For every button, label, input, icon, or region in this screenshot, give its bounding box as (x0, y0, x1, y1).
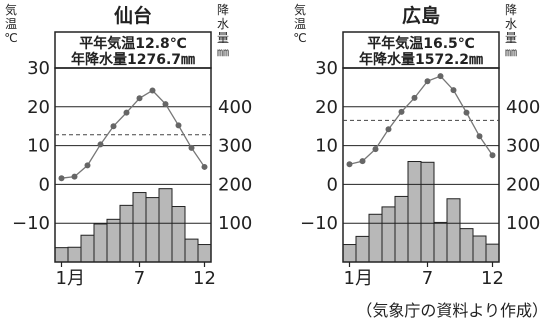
temperature-point-8 (437, 73, 444, 80)
temperature-point-7 (136, 95, 143, 102)
chart-title: 広島 (402, 4, 440, 27)
temp-axis-label-char: ℃ (293, 31, 306, 45)
temperature-point-2 (71, 173, 78, 180)
temperature-point-9 (450, 87, 457, 94)
temperature-point-6 (123, 109, 130, 116)
precip-tick-label: 100 (506, 213, 540, 234)
precip-axis-label-char: 量 (505, 31, 517, 45)
temp-tick-label: −10 (12, 213, 50, 234)
month-tick-label: 1月 (344, 268, 373, 289)
info-box-frame (54, 31, 212, 69)
source-note: （気象庁の資料より作成） (356, 301, 548, 320)
temperature-point-11 (476, 133, 483, 140)
plot-frame (54, 67, 212, 263)
precip-tick-label: 300 (506, 136, 540, 157)
temperature-point-11 (188, 144, 195, 151)
temp-tick-label: 10 (315, 136, 338, 157)
temperature-point-1 (346, 161, 353, 168)
month-tick-label: 7 (134, 268, 145, 289)
temp-tick-label: 0 (327, 174, 338, 195)
temperature-point-3 (372, 146, 379, 153)
precip-axis-label-char: ㎜ (217, 45, 229, 59)
precip-axis-label-char: 降 (217, 3, 229, 17)
temp-axis-label-char: ℃ (4, 31, 17, 45)
temp-axis-label-char: 気 (5, 2, 17, 17)
precip-axis-label-char: 降 (505, 3, 517, 17)
temp-tick-label: 20 (27, 97, 50, 118)
month-tick-label: 1月 (56, 268, 85, 289)
temp-axis-label-char: 温 (294, 17, 306, 31)
annual-temp-label: 平年気温12.8℃ (79, 35, 187, 52)
temp-tick-label: −10 (300, 213, 338, 234)
temp-tick-label: 30 (27, 58, 50, 79)
month-tick-label: 12 (193, 268, 216, 289)
precip-tick-label: 300 (218, 136, 252, 157)
temperature-point-10 (463, 109, 470, 116)
chart-panel-1: 仙台平年気温12.8℃年降水量1276.7㎜3020100−1040030020… (4, 2, 252, 289)
temp-axis-label-char: 気 (294, 2, 306, 17)
temperature-point-1 (58, 175, 65, 182)
temperature-point-3 (84, 162, 91, 169)
precip-axis-label-char: 量 (217, 31, 229, 45)
precip-axis-label-char: ㎜ (505, 45, 517, 59)
temperature-point-9 (162, 101, 169, 108)
temperature-point-5 (110, 123, 117, 130)
temperature-point-4 (385, 126, 392, 133)
temperature-point-6 (411, 94, 418, 101)
precip-tick-label: 100 (218, 213, 252, 234)
temperature-point-12 (489, 152, 496, 159)
month-tick-label: 12 (481, 268, 504, 289)
annual-precip-label: 年降水量1276.7㎜ (71, 51, 195, 68)
temperature-point-2 (359, 158, 366, 165)
precip-axis-label-char: 水 (505, 17, 517, 31)
temperature-point-8 (149, 87, 156, 94)
temp-axis-label-char: 温 (5, 17, 17, 31)
temp-tick-label: 20 (315, 97, 338, 118)
month-tick-label: 7 (422, 268, 433, 289)
precip-tick-label: 400 (218, 97, 252, 118)
annual-temp-label: 平年気温16.5℃ (367, 35, 475, 52)
info-box-frame (342, 31, 500, 69)
plot-frame (342, 67, 500, 263)
precip-axis-label-char: 水 (217, 17, 229, 31)
precip-tick-label: 400 (506, 97, 540, 118)
precip-tick-label: 200 (218, 174, 252, 195)
temp-tick-label: 30 (315, 58, 338, 79)
annual-precip-label: 年降水量1572.2㎜ (359, 51, 483, 68)
temp-tick-label: 10 (27, 136, 50, 157)
chart-panel-2: 広島平年気温16.5℃年降水量1572.2㎜3020100−1040030020… (293, 2, 540, 289)
chart-title: 仙台 (114, 4, 152, 27)
temp-tick-label: 0 (39, 174, 50, 195)
temperature-point-5 (398, 108, 405, 115)
precip-tick-label: 200 (506, 174, 540, 195)
temperature-point-12 (201, 163, 208, 170)
temperature-point-4 (97, 141, 104, 148)
temperature-point-10 (175, 122, 182, 129)
temperature-point-7 (424, 78, 431, 85)
